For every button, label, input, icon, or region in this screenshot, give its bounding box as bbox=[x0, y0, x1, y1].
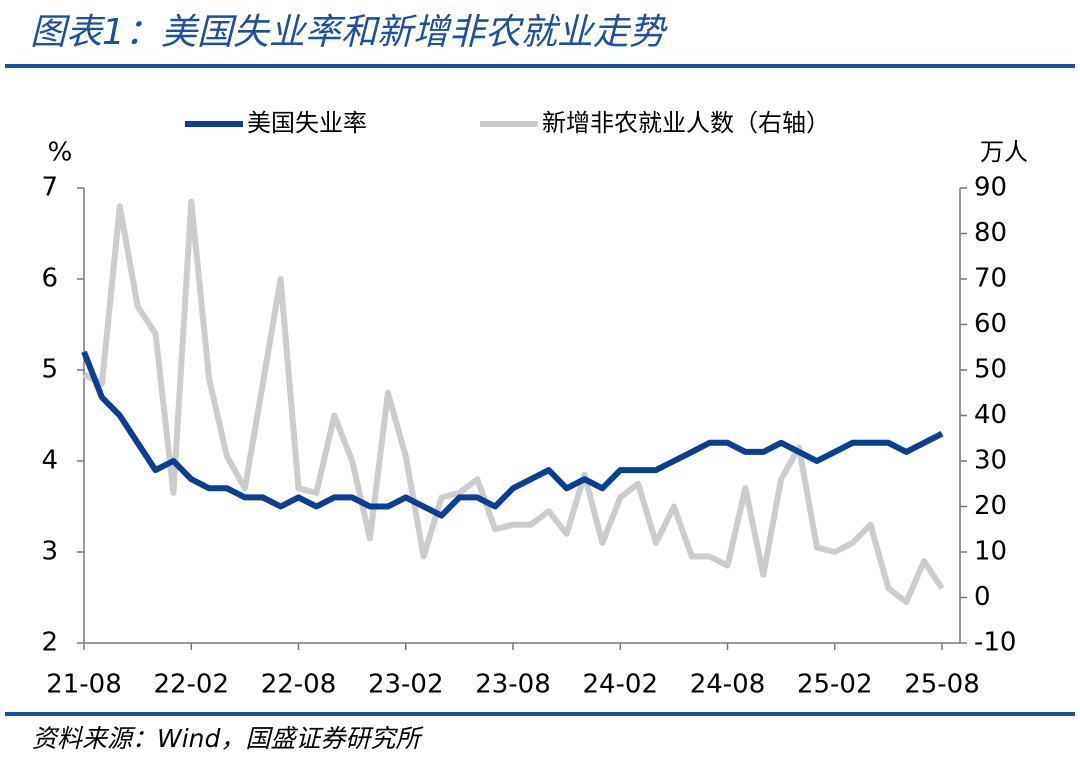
y-tick-label: 6 bbox=[41, 264, 58, 294]
x-tick-label: 24-08 bbox=[690, 670, 766, 700]
y2-tick-label: 80 bbox=[974, 218, 1007, 248]
y-tick-label: 2 bbox=[41, 628, 58, 658]
y2-tick-label: -10 bbox=[974, 628, 1016, 658]
y2-tick-label: 60 bbox=[974, 309, 1007, 339]
y2-axis-unit: 万人 bbox=[980, 138, 1028, 166]
y2-tick-label: 50 bbox=[974, 355, 1007, 385]
y2-tick-label: 0 bbox=[974, 582, 991, 612]
series-line bbox=[82, 198, 945, 605]
x-tick-label: 23-08 bbox=[475, 670, 551, 700]
y-tick-label: 7 bbox=[41, 173, 58, 203]
y2-tick-label: 70 bbox=[974, 264, 1007, 294]
y-tick-label: 5 bbox=[41, 355, 58, 385]
source: 资料来源：Wind，国盛证券研究所 bbox=[32, 724, 424, 753]
x-tick-label: 25-08 bbox=[904, 670, 980, 700]
y2-tick-label: 10 bbox=[974, 537, 1007, 567]
series-line bbox=[81, 350, 944, 519]
y2-tick-label: 30 bbox=[974, 446, 1007, 476]
x-tick-label: 23-02 bbox=[368, 670, 444, 700]
y-axis-unit: % bbox=[48, 138, 73, 168]
legend-label: 美国失业率 bbox=[247, 109, 367, 137]
y2-tick-label: 40 bbox=[974, 400, 1007, 430]
x-tick-label: 21-08 bbox=[46, 670, 122, 700]
y2-tick-label: 20 bbox=[974, 491, 1007, 521]
y2-tick-label: 90 bbox=[974, 173, 1007, 203]
x-tick-label: 24-02 bbox=[582, 670, 658, 700]
chart-title: 图表1：美国失业率和新增非农就业走势 bbox=[30, 12, 668, 53]
title-rule bbox=[5, 64, 1075, 68]
x-tick-label: 25-02 bbox=[797, 670, 873, 700]
legend-label: 新增非农就业人数（右轴） bbox=[542, 109, 830, 137]
x-tick-label: 22-02 bbox=[153, 670, 229, 700]
source-rule bbox=[5, 712, 1075, 716]
y-tick-label: 4 bbox=[41, 446, 58, 476]
x-tick-label: 22-08 bbox=[261, 670, 337, 700]
y-tick-label: 3 bbox=[41, 537, 58, 567]
